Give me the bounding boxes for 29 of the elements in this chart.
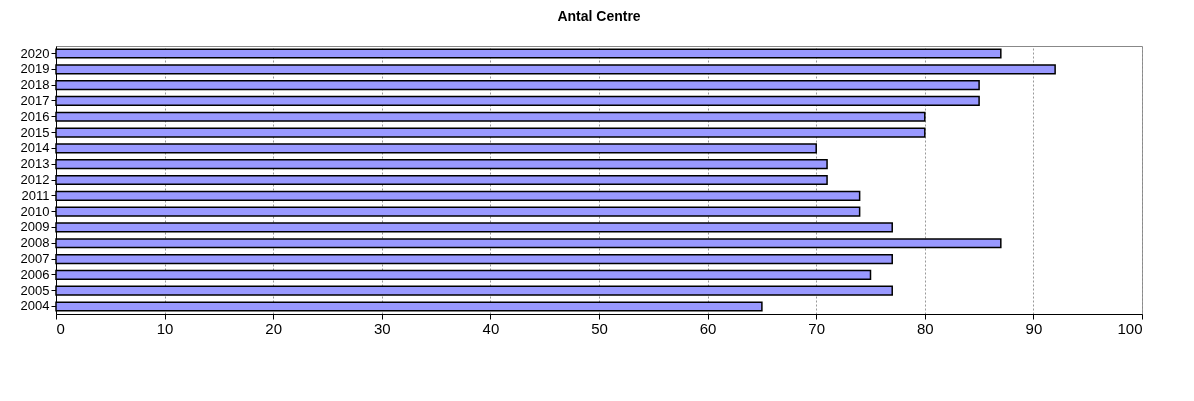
y-tick-label: 2011 [21, 187, 50, 203]
x-tick-label: 20 [265, 319, 283, 337]
x-tick-label: 40 [482, 319, 500, 337]
x-tick-label: 70 [808, 319, 826, 337]
y-tick-label: 2008 [20, 235, 50, 251]
x-tick-label: 10 [156, 319, 174, 337]
y-tick-label: 2017 [20, 92, 50, 108]
x-tick-label: 50 [591, 319, 608, 337]
x-tick-label: 60 [699, 319, 717, 337]
y-tick-label: 2010 [20, 203, 50, 219]
y-tick-label: 2018 [20, 77, 50, 93]
y-tick-label: 2012 [20, 172, 50, 187]
chart-title: Antal Centre [557, 8, 641, 24]
y-tick-label: 2005 [20, 282, 50, 298]
y-tick-label: 2014 [20, 140, 50, 156]
y-tick-label: 2004 [20, 298, 50, 314]
y-tick-label: 2007 [20, 251, 50, 267]
y-tick-label: 2019 [20, 61, 50, 77]
x-tick-label: 80 [916, 319, 934, 337]
y-tick-label: 2015 [20, 124, 50, 140]
y-tick-label: 2006 [20, 266, 50, 282]
y-tick-label: 2020 [20, 45, 50, 61]
y-tick-label: 2013 [20, 156, 50, 172]
x-tick-label: 0 [56, 319, 65, 337]
x-tick-label: 100 [1117, 319, 1143, 337]
x-tick-label: 30 [373, 319, 391, 337]
y-tick-label: 2016 [20, 108, 50, 124]
y-tick-label: 2009 [20, 219, 50, 235]
x-tick-label: 90 [1025, 319, 1043, 337]
